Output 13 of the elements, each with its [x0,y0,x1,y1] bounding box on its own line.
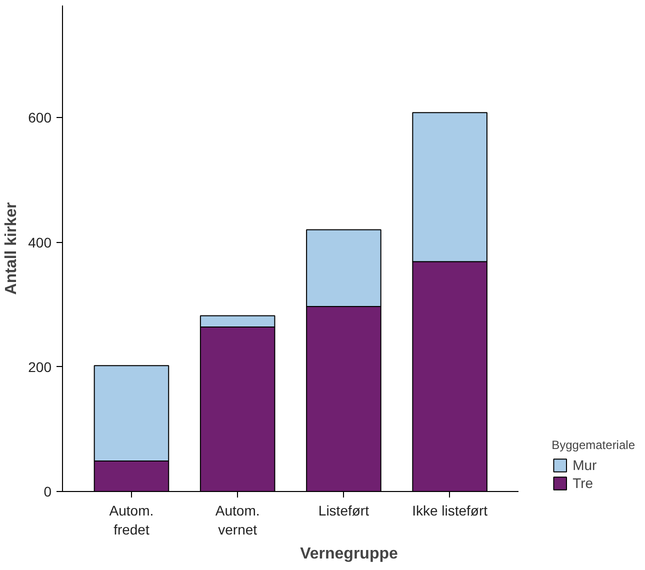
x-tick-label: Listeført [318,502,370,518]
legend-label: Mur [572,457,597,473]
y-tick-label: 200 [28,358,52,375]
legend-label: Tre [572,475,594,491]
x-tick-label: Autom. fredet [109,502,154,538]
y-axis-title: Antall kirker [3,202,20,295]
y-tick-label: 400 [28,234,52,250]
x-axis-title: Vernegruppe [300,546,398,563]
x-tick-label: Autom. vernet [215,502,260,538]
y-tick-label: 600 [28,110,52,126]
y-tick-label: 0 [44,484,52,500]
legend-title: Byggemateriale [552,438,635,452]
x-tick-label: Ikke listeført [412,502,488,518]
